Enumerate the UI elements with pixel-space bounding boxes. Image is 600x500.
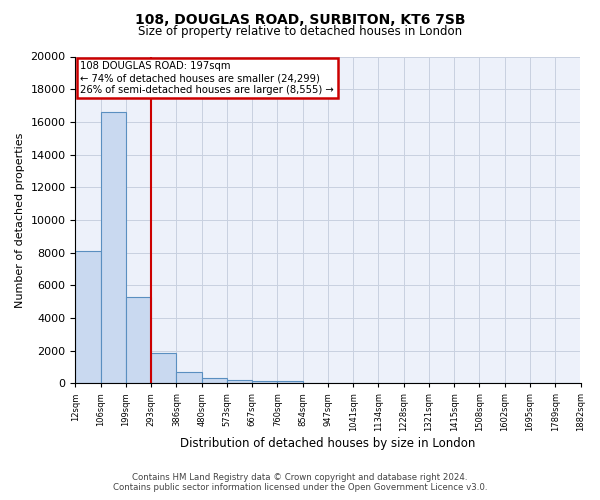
Bar [252,380,277,384]
Bar [126,296,151,384]
Text: 108 DOUGLAS ROAD: 197sqm
← 74% of detached houses are smaller (24,299)
26% of se: 108 DOUGLAS ROAD: 197sqm ← 74% of detach… [80,62,334,94]
Text: 108, DOUGLAS ROAD, SURBITON, KT6 7SB: 108, DOUGLAS ROAD, SURBITON, KT6 7SB [135,12,465,26]
X-axis label: Distribution of detached houses by size in London: Distribution of detached houses by size … [180,437,476,450]
Bar [202,378,227,384]
Bar [76,251,101,384]
Text: Contains HM Land Registry data © Crown copyright and database right 2024.
Contai: Contains HM Land Registry data © Crown c… [113,473,487,492]
Bar [176,372,202,384]
Bar [151,353,176,384]
Bar [227,380,252,384]
Y-axis label: Number of detached properties: Number of detached properties [15,132,25,308]
Text: Size of property relative to detached houses in London: Size of property relative to detached ho… [138,25,462,38]
Bar [277,381,302,384]
Bar [101,112,126,384]
